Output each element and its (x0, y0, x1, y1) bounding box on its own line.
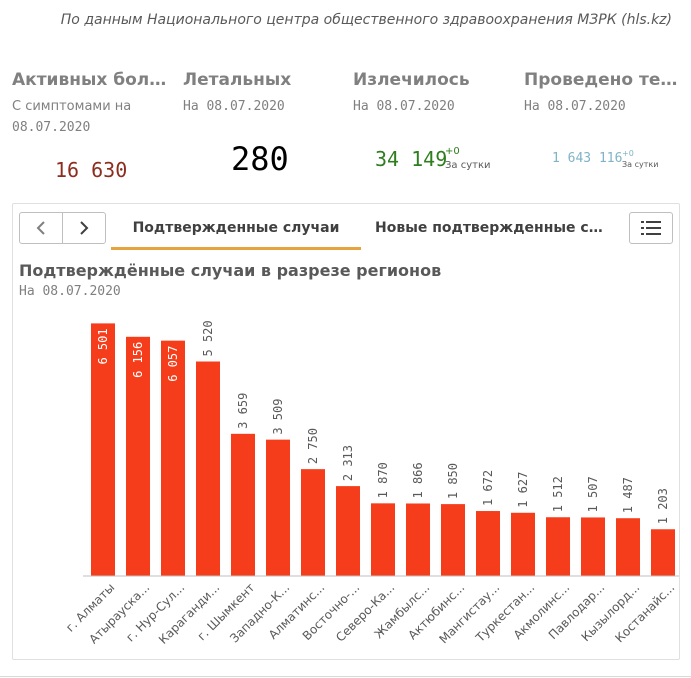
bar-16[interactable] (651, 529, 675, 576)
bar-value-label: 6 501 (96, 328, 110, 364)
bar-14[interactable] (581, 517, 605, 576)
kpi-active-value: 16 630 (55, 158, 128, 182)
kpi-deaths-value: 280 (231, 140, 289, 178)
kpi-recovered-title: Излечилось (353, 70, 470, 90)
kpi-tests-title: Проведено тестов (524, 70, 684, 90)
next-button[interactable] (62, 212, 106, 244)
chevron-right-icon (80, 221, 89, 235)
bar-6[interactable] (301, 469, 325, 576)
bar-12[interactable] (511, 512, 535, 576)
kpi-active-title: Активных больных (12, 70, 172, 90)
prev-button[interactable] (19, 212, 63, 244)
kpi-active-subtitle-text: С симптомами на (12, 99, 132, 114)
bar-5[interactable] (266, 439, 290, 576)
bar-value-label: 1 866 (411, 462, 425, 498)
bar-0[interactable] (91, 323, 115, 576)
category-label: Карaганди... (156, 580, 222, 646)
chart-title: Подтверждённые случаи в разрезе регионов (19, 261, 442, 280)
bar-value-label: 2 750 (306, 428, 320, 464)
kpi-tests: Проведено тестов На 08.07.2020 (524, 70, 684, 117)
kpi-recovered: Излечилось На 08.07.2020 (353, 70, 513, 117)
bar-value-label: 1 672 (481, 470, 495, 506)
bar-value-label: 6 057 (166, 346, 180, 382)
chart-subtitle: На 08.07.2020 (19, 284, 121, 299)
bar-8[interactable] (371, 503, 395, 576)
bar-value-label: 1 870 (376, 462, 390, 498)
bar-4[interactable] (231, 433, 255, 576)
bar-value-label: 1 627 (516, 472, 530, 508)
bar-1[interactable] (126, 336, 150, 576)
kpi-deaths-subtitle: На 08.07.2020 (183, 99, 285, 114)
kpi-tests-delta: +0 (622, 149, 634, 158)
bar-3[interactable] (196, 361, 220, 576)
kpi-tests-value: 1 643 116 (552, 151, 623, 166)
bar-value-label: 1 487 (621, 477, 635, 513)
kpi-active-subtitle: С симптомами на 08.07.2020 (12, 96, 172, 138)
kpi-recovered-delta-label: За сутки (445, 160, 491, 171)
bar-value-label: 2 313 (341, 445, 355, 481)
tab-confirmed[interactable]: Подтвержденные случаи (111, 212, 361, 250)
source-note: По данным Национального центра обществен… (60, 12, 672, 28)
bar-value-label: 1 850 (446, 463, 460, 499)
bar-value-label: 3 509 (271, 399, 285, 435)
bar-7[interactable] (336, 486, 360, 576)
bar-11[interactable] (476, 511, 500, 576)
menu-button[interactable] (629, 212, 673, 244)
kpi-active: Активных больных С симптомами на 08.07.2… (12, 70, 172, 138)
bottom-divider (0, 676, 691, 677)
kpi-active-date: 08.07.2020 (12, 120, 91, 135)
kpi-recovered-delta: +0 (445, 146, 460, 157)
bar-2[interactable] (161, 340, 185, 576)
kpi-deaths: Летальных На 08.07.2020 (183, 70, 343, 117)
bar-value-label: 1 512 (551, 476, 565, 512)
bar-value-label: 3 659 (236, 393, 250, 429)
bar-value-label: 1 507 (586, 476, 600, 512)
kpi-deaths-title: Летальных (183, 70, 292, 90)
bar-15[interactable] (616, 518, 640, 576)
bar-10[interactable] (441, 504, 465, 576)
bar-value-label: 5 520 (201, 320, 215, 356)
bar-9[interactable] (406, 503, 430, 576)
bar-13[interactable] (546, 517, 570, 576)
chevron-left-icon (36, 221, 45, 235)
chart-panel: Подтвержденные случаи Новые подтвержденн… (12, 203, 680, 660)
kpi-tests-subtitle: На 08.07.2020 (524, 99, 626, 114)
kpi-recovered-value: 34 149 (375, 147, 448, 171)
bar-value-label: 6 156 (131, 342, 145, 378)
kpi-tests-delta-label: За сутки (622, 160, 659, 169)
list-menu-icon (641, 221, 661, 235)
bar-value-label: 1 203 (656, 488, 670, 524)
kpi-recovered-subtitle: На 08.07.2020 (353, 99, 455, 114)
